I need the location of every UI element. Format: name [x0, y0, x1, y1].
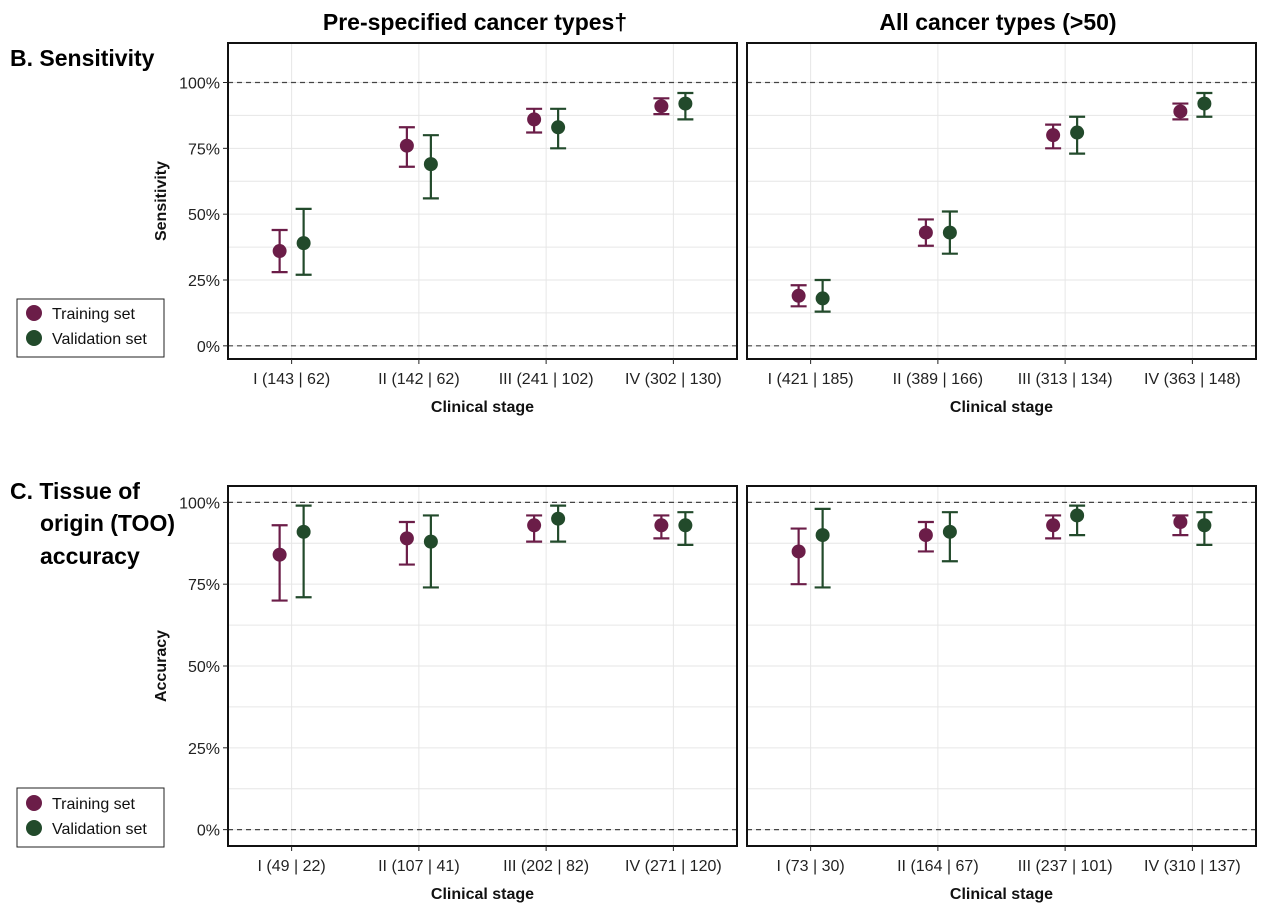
- series-validation: [814, 91, 1213, 313]
- x-tick-label: IV (302 | 130): [625, 371, 722, 388]
- y-tick-label: 0%: [197, 339, 220, 356]
- x-tick-label: I (49 | 22): [258, 858, 326, 875]
- x-axis-title: Clinical stage: [950, 886, 1053, 903]
- x-tick-label: III (241 | 102): [499, 371, 594, 388]
- legend-sensitivity: Training set Validation set: [16, 298, 165, 358]
- y-tick-label: 100%: [179, 495, 220, 512]
- x-tick-label: III (202 | 82): [503, 858, 589, 875]
- series-training: [790, 514, 1189, 586]
- data-point: [791, 288, 806, 303]
- series-training: [790, 102, 1189, 308]
- plot-background: [228, 43, 737, 359]
- chart-panel-1: 0% 25% 50% 75% 100% Sensitivity I (143 | 62) II…: [153, 42, 738, 416]
- data-point: [654, 99, 669, 114]
- data-point: [272, 547, 287, 562]
- chart-panels: 0% 25% 50% 75% 100% Sensitivity I (143 | 62) II…: [153, 42, 1257, 903]
- legend-training-marker: [26, 305, 42, 321]
- x-axis-title: Clinical stage: [431, 886, 534, 903]
- x-tick-label: II (164 | 67): [897, 858, 979, 875]
- data-point: [423, 534, 438, 549]
- x-tick-label: IV (363 | 148): [1144, 371, 1241, 388]
- data-point: [527, 518, 542, 533]
- column-title-all-cancer: All cancer types (>50): [879, 9, 1116, 35]
- column-title-prespecified: Pre-specified cancer types†: [323, 9, 627, 35]
- data-point: [423, 157, 438, 172]
- legend-validation-marker: [26, 820, 42, 836]
- data-point: [1197, 96, 1212, 111]
- data-point: [1070, 508, 1085, 523]
- data-point: [296, 524, 311, 539]
- row-title-sensitivity: B. Sensitivity: [10, 45, 155, 71]
- data-point: [296, 236, 311, 251]
- data-point: [918, 528, 933, 543]
- y-tick-label: 25%: [188, 273, 220, 290]
- legend-training-label: Training set: [52, 306, 136, 323]
- legend-training-marker: [26, 795, 42, 811]
- chart-panel-4: I (73 | 30) II (164 | 67) III (237 | 101) I…: [746, 485, 1257, 903]
- data-point: [1046, 518, 1061, 533]
- legend-validation-label: Validation set: [52, 331, 147, 348]
- y-tick-label: 100%: [179, 76, 220, 93]
- series-training: [271, 97, 670, 274]
- data-point: [1070, 125, 1085, 140]
- legend-training-label: Training set: [52, 796, 136, 813]
- x-tick-label: I (143 | 62): [253, 371, 330, 388]
- plot-background: [747, 43, 1256, 359]
- data-point: [399, 531, 414, 546]
- row-title-too-line2: origin (TOO): [40, 510, 175, 536]
- chart-panel-2: I (421 | 185) II (389 | 166) III (313 | 13…: [746, 42, 1257, 416]
- x-tick-label: II (142 | 62): [378, 371, 460, 388]
- row-title-too-line1: C. Tissue of: [10, 478, 140, 504]
- data-point: [678, 96, 693, 111]
- series-validation: [295, 91, 694, 276]
- x-tick-label: III (313 | 134): [1018, 371, 1113, 388]
- data-point: [918, 225, 933, 240]
- x-axis-title: Clinical stage: [431, 399, 534, 416]
- data-point: [654, 518, 669, 533]
- legend-validation-marker: [26, 330, 42, 346]
- data-point: [1173, 515, 1188, 529]
- x-tick-label: IV (271 | 120): [625, 858, 722, 875]
- y-tick-label: 50%: [188, 207, 220, 224]
- x-tick-label: II (107 | 41): [378, 858, 460, 875]
- x-tick-label: II (389 | 166): [893, 371, 983, 388]
- y-tick-label: 25%: [188, 741, 220, 758]
- data-point: [551, 511, 566, 526]
- series-validation: [295, 504, 694, 599]
- data-point: [678, 518, 693, 533]
- series-training: [271, 514, 670, 602]
- y-axis-title: Accuracy: [153, 630, 170, 702]
- x-axis-title: Clinical stage: [950, 399, 1053, 416]
- y-tick-label: 75%: [188, 577, 220, 594]
- legend-too: Training set Validation set: [16, 787, 165, 848]
- x-tick-label: I (421 | 185): [768, 371, 854, 388]
- x-tick-label: III (237 | 101): [1018, 858, 1113, 875]
- data-point: [399, 138, 414, 153]
- y-tick-label: 50%: [188, 659, 220, 676]
- panel-border: [746, 42, 1257, 360]
- data-point: [815, 291, 830, 306]
- y-axis-title: Sensitivity: [153, 161, 170, 241]
- x-tick-label: I (73 | 30): [777, 858, 845, 875]
- y-tick-label: 75%: [188, 141, 220, 158]
- data-point: [942, 225, 957, 240]
- data-point: [527, 112, 542, 127]
- series-validation: [814, 504, 1213, 589]
- panel-border: [227, 42, 738, 360]
- row-title-too-line3: accuracy: [40, 543, 140, 569]
- data-point: [1197, 518, 1212, 533]
- panel-border: [746, 485, 1257, 847]
- legend-validation-label: Validation set: [52, 821, 147, 838]
- data-point: [942, 524, 957, 539]
- x-tick-label: IV (310 | 137): [1144, 858, 1241, 875]
- data-point: [815, 528, 830, 543]
- chart-panel-3: 0% 25% 50% 75% 100% Accuracy I (49 | 22) II (10…: [153, 485, 738, 903]
- data-point: [272, 244, 287, 259]
- data-point: [551, 120, 566, 135]
- data-point: [1046, 128, 1061, 143]
- data-point: [1173, 104, 1188, 119]
- y-tick-label: 0%: [197, 823, 220, 840]
- data-point: [791, 544, 806, 559]
